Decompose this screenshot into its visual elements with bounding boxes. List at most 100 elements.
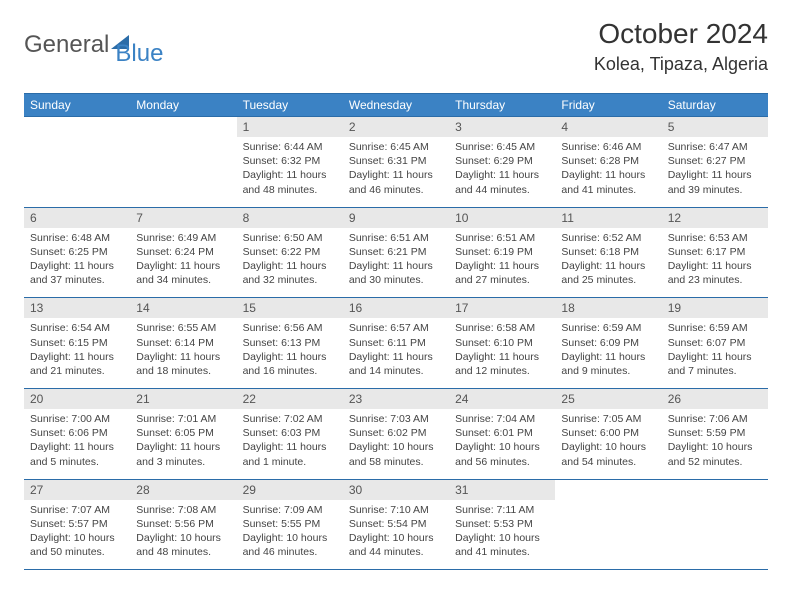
sunrise-text: Sunrise: 6:45 AM [349, 140, 443, 154]
sunrise-text: Sunrise: 7:10 AM [349, 503, 443, 517]
daylight-text: Daylight: 11 hours and 30 minutes. [349, 259, 443, 287]
sunset-text: Sunset: 6:19 PM [455, 245, 549, 259]
day-cell: Sunrise: 7:10 AMSunset: 5:54 PMDaylight:… [343, 500, 449, 570]
sunrise-text: Sunrise: 6:46 AM [561, 140, 655, 154]
sunrise-text: Sunrise: 6:50 AM [243, 231, 337, 245]
day-number: 8 [237, 207, 343, 228]
sunrise-text: Sunrise: 6:57 AM [349, 321, 443, 335]
sunrise-text: Sunrise: 7:01 AM [136, 412, 230, 426]
day-cell: Sunrise: 7:02 AMSunset: 6:03 PMDaylight:… [237, 409, 343, 479]
day-header-row: Sunday Monday Tuesday Wednesday Thursday… [24, 94, 768, 117]
sunrise-text: Sunrise: 6:55 AM [136, 321, 230, 335]
sunset-text: Sunset: 5:53 PM [455, 517, 549, 531]
daylight-text: Daylight: 11 hours and 32 minutes. [243, 259, 337, 287]
day-number [24, 117, 130, 138]
day-cell: Sunrise: 6:59 AMSunset: 6:09 PMDaylight:… [555, 318, 661, 388]
daylight-text: Daylight: 11 hours and 37 minutes. [30, 259, 124, 287]
day-cell: Sunrise: 6:57 AMSunset: 6:11 PMDaylight:… [343, 318, 449, 388]
sunrise-text: Sunrise: 7:00 AM [30, 412, 124, 426]
day-number: 27 [24, 479, 130, 500]
sunset-text: Sunset: 6:03 PM [243, 426, 337, 440]
header: General Blue October 2024 Kolea, Tipaza,… [24, 18, 768, 75]
day-number: 2 [343, 117, 449, 138]
day-cell: Sunrise: 6:50 AMSunset: 6:22 PMDaylight:… [237, 228, 343, 298]
sunrise-text: Sunrise: 6:56 AM [243, 321, 337, 335]
day-cell: Sunrise: 7:08 AMSunset: 5:56 PMDaylight:… [130, 500, 236, 570]
day-cell: Sunrise: 6:51 AMSunset: 6:21 PMDaylight:… [343, 228, 449, 298]
sunrise-text: Sunrise: 7:05 AM [561, 412, 655, 426]
day-number: 17 [449, 298, 555, 319]
daylight-text: Daylight: 11 hours and 27 minutes. [455, 259, 549, 287]
day-cell: Sunrise: 7:03 AMSunset: 6:02 PMDaylight:… [343, 409, 449, 479]
day-cell: Sunrise: 6:56 AMSunset: 6:13 PMDaylight:… [237, 318, 343, 388]
day-number: 22 [237, 389, 343, 410]
sunset-text: Sunset: 6:32 PM [243, 154, 337, 168]
daylight-text: Daylight: 11 hours and 7 minutes. [668, 350, 762, 378]
day-number: 18 [555, 298, 661, 319]
sunrise-text: Sunrise: 6:59 AM [668, 321, 762, 335]
daylight-text: Daylight: 10 hours and 41 minutes. [455, 531, 549, 559]
day-cell: Sunrise: 6:55 AMSunset: 6:14 PMDaylight:… [130, 318, 236, 388]
day-number: 19 [662, 298, 768, 319]
day-cell: Sunrise: 6:48 AMSunset: 6:25 PMDaylight:… [24, 228, 130, 298]
daylight-text: Daylight: 10 hours and 46 minutes. [243, 531, 337, 559]
sunrise-text: Sunrise: 7:06 AM [668, 412, 762, 426]
daylight-text: Daylight: 11 hours and 14 minutes. [349, 350, 443, 378]
day-number: 4 [555, 117, 661, 138]
sunset-text: Sunset: 5:55 PM [243, 517, 337, 531]
day-cell [130, 137, 236, 207]
sunset-text: Sunset: 6:07 PM [668, 336, 762, 350]
sunrise-text: Sunrise: 7:02 AM [243, 412, 337, 426]
title-block: October 2024 Kolea, Tipaza, Algeria [594, 18, 768, 75]
sunrise-text: Sunrise: 6:58 AM [455, 321, 549, 335]
sunset-text: Sunset: 6:10 PM [455, 336, 549, 350]
logo-text-general: General [24, 31, 109, 59]
day-cell: Sunrise: 6:46 AMSunset: 6:28 PMDaylight:… [555, 137, 661, 207]
daylight-text: Daylight: 11 hours and 44 minutes. [455, 168, 549, 196]
sunrise-text: Sunrise: 7:09 AM [243, 503, 337, 517]
day-header: Saturday [662, 94, 768, 117]
sunrise-text: Sunrise: 6:47 AM [668, 140, 762, 154]
daylight-text: Daylight: 11 hours and 18 minutes. [136, 350, 230, 378]
daylight-text: Daylight: 11 hours and 9 minutes. [561, 350, 655, 378]
day-number: 1 [237, 117, 343, 138]
day-number: 30 [343, 479, 449, 500]
sunset-text: Sunset: 6:05 PM [136, 426, 230, 440]
day-number: 25 [555, 389, 661, 410]
day-number [555, 479, 661, 500]
day-header: Tuesday [237, 94, 343, 117]
sunrise-text: Sunrise: 6:54 AM [30, 321, 124, 335]
daylight-text: Daylight: 11 hours and 1 minute. [243, 440, 337, 468]
daylight-text: Daylight: 11 hours and 48 minutes. [243, 168, 337, 196]
day-number [130, 117, 236, 138]
daylight-text: Daylight: 11 hours and 23 minutes. [668, 259, 762, 287]
day-number: 15 [237, 298, 343, 319]
day-number: 20 [24, 389, 130, 410]
day-number: 13 [24, 298, 130, 319]
day-cell: Sunrise: 6:45 AMSunset: 6:29 PMDaylight:… [449, 137, 555, 207]
daylight-text: Daylight: 10 hours and 56 minutes. [455, 440, 549, 468]
day-number-row: 6789101112 [24, 207, 768, 228]
day-cell: Sunrise: 7:00 AMSunset: 6:06 PMDaylight:… [24, 409, 130, 479]
sunset-text: Sunset: 6:11 PM [349, 336, 443, 350]
day-number: 3 [449, 117, 555, 138]
sunset-text: Sunset: 6:02 PM [349, 426, 443, 440]
sunrise-text: Sunrise: 6:52 AM [561, 231, 655, 245]
daylight-text: Daylight: 11 hours and 41 minutes. [561, 168, 655, 196]
daylight-text: Daylight: 10 hours and 52 minutes. [668, 440, 762, 468]
sunset-text: Sunset: 6:27 PM [668, 154, 762, 168]
day-number: 9 [343, 207, 449, 228]
day-cell [555, 500, 661, 570]
sunrise-text: Sunrise: 7:07 AM [30, 503, 124, 517]
day-cell: Sunrise: 6:47 AMSunset: 6:27 PMDaylight:… [662, 137, 768, 207]
calendar-table: Sunday Monday Tuesday Wednesday Thursday… [24, 93, 768, 570]
sunset-text: Sunset: 6:24 PM [136, 245, 230, 259]
day-cell: Sunrise: 6:52 AMSunset: 6:18 PMDaylight:… [555, 228, 661, 298]
day-number: 16 [343, 298, 449, 319]
sunrise-text: Sunrise: 6:51 AM [455, 231, 549, 245]
sunset-text: Sunset: 6:01 PM [455, 426, 549, 440]
sunset-text: Sunset: 6:13 PM [243, 336, 337, 350]
sunrise-text: Sunrise: 6:48 AM [30, 231, 124, 245]
sunset-text: Sunset: 5:59 PM [668, 426, 762, 440]
day-cell: Sunrise: 6:51 AMSunset: 6:19 PMDaylight:… [449, 228, 555, 298]
